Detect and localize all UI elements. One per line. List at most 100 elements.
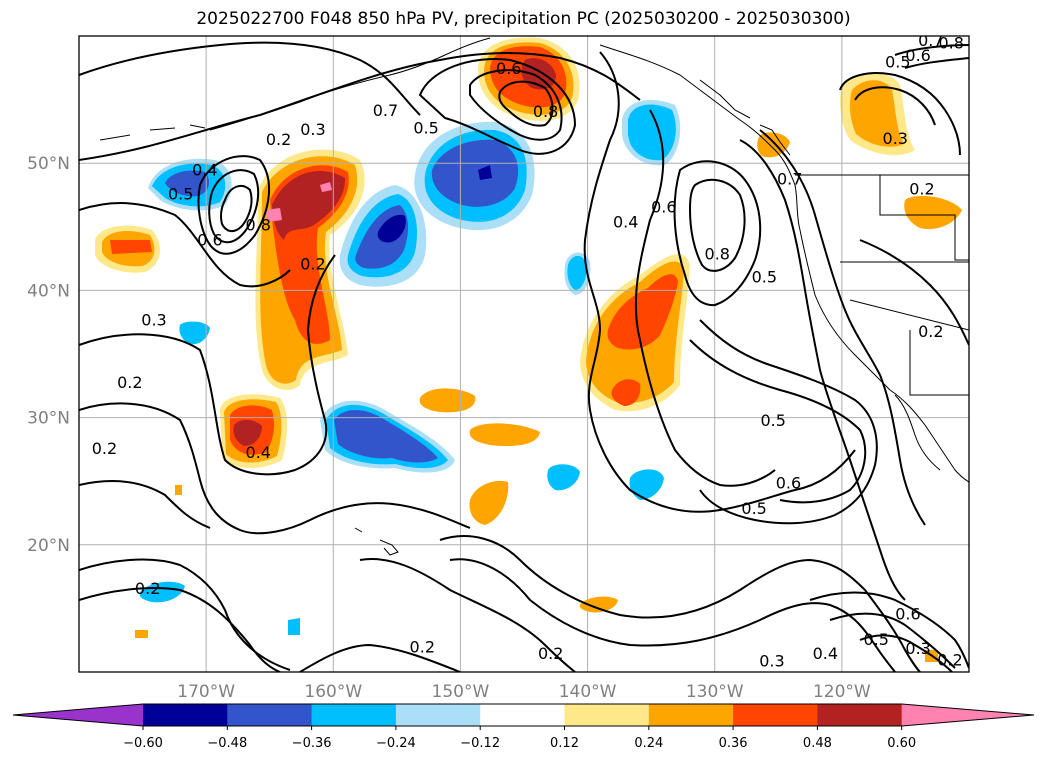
pv-contour [299,643,461,672]
colorbar-tick-label: −0.36 [292,736,332,751]
colorbar-tick-label: 0.48 [803,736,832,751]
pv-contour-label: 0.2 [92,439,117,458]
pv-contours [79,41,969,672]
pv-contour [759,129,926,526]
pv-contour [449,558,896,672]
colorbar-swatch [311,704,397,726]
pv-contour-label: 0.2 [117,373,142,392]
pos-anomaly-fill [419,388,476,413]
pv-contour [79,480,211,529]
pv-contour-label: 0.4 [246,443,271,462]
colorbar-tick-label: −0.12 [460,736,500,751]
precip-pc-shading [95,37,962,662]
pv-contour-label: 0.7 [918,31,943,50]
pv-contour [854,86,936,126]
pos-anomaly-fill [320,182,332,192]
colorbar-tick-label: 0.24 [634,736,663,751]
pos-anomaly-fill [607,274,678,350]
pv-contour [829,612,956,669]
pv-contour-label: 0.2 [266,130,291,149]
pv-contour [689,339,867,504]
pv-contour [359,558,576,672]
colorbar-tick-label: −0.48 [207,736,247,751]
neg-anomaly-fill [431,139,519,207]
map-frame [78,35,970,673]
pv-contour [418,58,577,155]
lon-tick-label: 130°W [686,682,744,702]
colorbar-tick-label: 0.60 [887,736,916,751]
pv-contour-label: 0.6 [197,231,222,250]
north-america-coastline [599,44,969,483]
pos-anomaly-fill [904,195,962,230]
neg-anomaly-fill [478,165,492,180]
pos-anomaly-fill [849,80,904,147]
lon-tick-label: 120°W [813,682,871,702]
pv-contour [469,69,563,141]
colorbar-swatch [395,704,481,726]
colorbar-swatch [648,704,734,726]
pv-contour [79,41,421,116]
neg-anomaly-fill [547,464,580,491]
neg-anomaly-fill [567,255,587,290]
pv-contour-label: 0.5 [413,119,438,138]
pv-contour-label: 0.7 [777,169,802,188]
pv-contour [809,591,969,669]
pv-contour-label: 0.3 [905,639,930,658]
pv-contour [79,254,336,476]
colorbar-swatch [817,704,903,726]
lon-tick-label: 140°W [559,682,617,702]
pos-anomaly-fill [757,132,790,158]
colorbar-swatch [564,704,650,726]
lat-tick-label: 40°N [27,281,70,301]
aleutian-islands [99,124,206,141]
pos-anomaly-fill [175,485,182,495]
pv-contour [859,634,953,672]
neg-anomaly-fill [179,321,210,345]
neg-anomaly-fill [377,214,406,243]
pos-anomaly-fill [469,480,509,525]
neg-anomaly-fill [139,581,185,603]
pv-contour-label: 0.8 [705,245,730,264]
pv-contour-label: 0.5 [752,267,777,286]
pos-anomaly-fill [135,630,148,638]
pv-contour-labels: 0.60.80.70.50.30.20.40.50.80.60.20.30.20… [92,31,964,671]
us-state-border [849,299,969,331]
pv-contour [583,51,856,513]
pv-contour [688,178,746,272]
baja-coastline [894,394,941,471]
pos-anomaly-fill [265,208,282,222]
pv-contour-label: 0.2 [135,579,160,598]
pos-anomaly-fill [579,596,618,613]
pv-contour-label: 0.4 [813,644,838,663]
pv-contour-label: 0.2 [918,322,943,341]
pv-contour [839,72,961,156]
pv-contour [197,155,271,255]
pos-anomaly-fill [233,419,262,446]
lat-tick-label: 20°N [27,536,70,556]
coastlines [99,37,969,556]
neg-anomaly-fill [288,618,300,635]
pv-contour-label: 0.3 [141,311,166,330]
pv-contour [699,319,878,525]
pv-contour [739,139,906,601]
colorbar-tick-label: −0.24 [376,736,416,751]
neg-anomaly-fill [629,469,664,500]
pv-contour-label: 0.7 [373,101,398,120]
pv-contour-label: 0.5 [760,411,785,430]
colorbar-extend-min [13,704,143,726]
pv-contour [79,402,471,535]
map-gridlines [79,36,969,672]
pv-contour [673,160,762,307]
pos-anomaly-fill [110,240,152,254]
pv-contour-label: 0.3 [883,129,908,148]
pv-contour [79,202,291,288]
colorbar-tick-label: −0.60 [123,736,163,751]
pv-contour-label: 0.2 [937,650,962,669]
pv-contour-label: 0.2 [909,180,934,199]
pv-contour-label: 0.3 [300,120,325,139]
pv-contour-label: 0.8 [246,215,271,234]
pv-contour-label: 0.5 [885,52,910,71]
pv-contour [904,57,969,69]
pv-contour-label: 0.2 [538,644,563,663]
colorbar: −0.60 −0.48 −0.36 −0.24 −0.12 0.12 0.24 0.36 0.4… [12,703,1035,751]
